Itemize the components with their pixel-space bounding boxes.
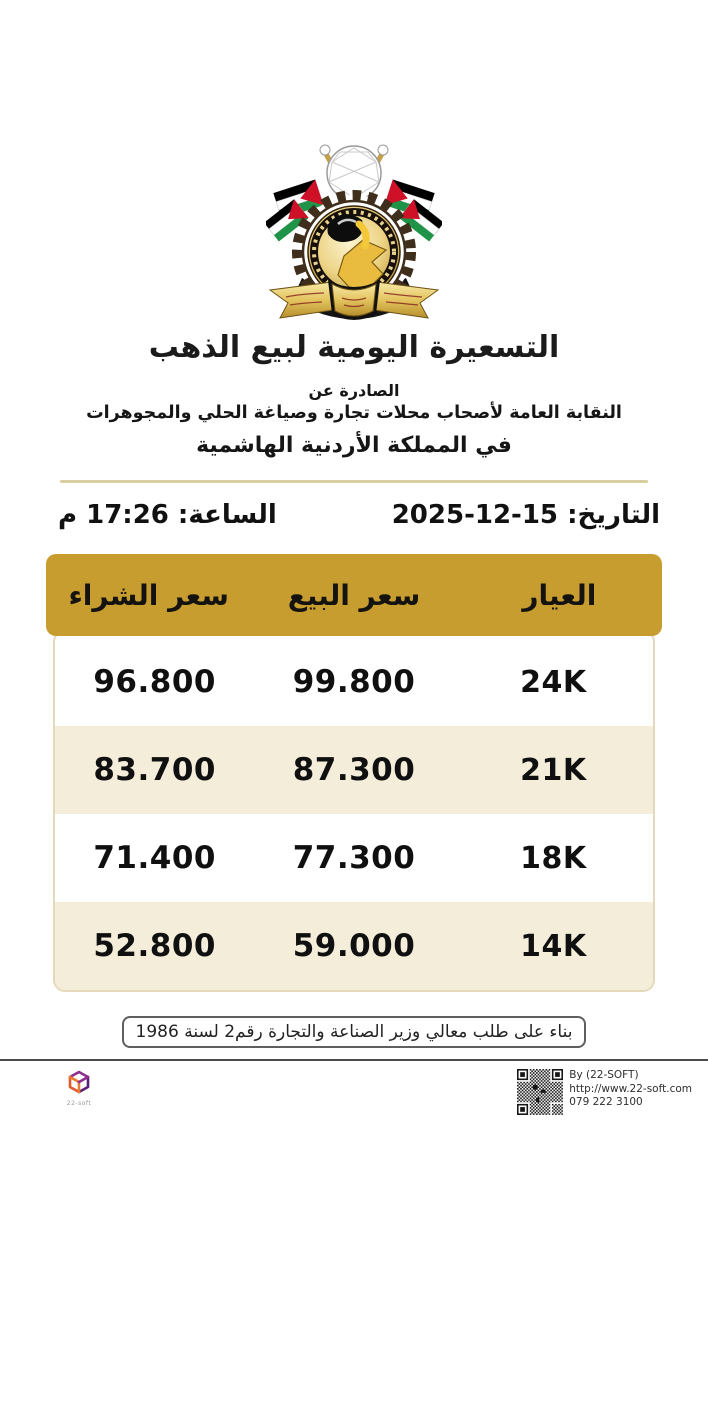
jordan-flags-left-icon — [266, 179, 324, 242]
time-value: الساعة: 17:26 م — [58, 500, 277, 530]
ribbon-banner-icon — [268, 280, 440, 320]
table-row: 24K 99.800 96.800 — [55, 638, 653, 726]
footer: 22-soft — [0, 1069, 708, 1115]
karat-cell: 14K — [520, 928, 587, 964]
datetime-row: التاريخ: 15-12-2025 الساعة: 17:26 م — [58, 500, 660, 530]
credit-by-line: By (22-SOFT) — [569, 1069, 639, 1081]
ministry-decree-note: بناء على طلب معالي وزير الصناعة والتجارة… — [121, 1016, 587, 1048]
sell-price-cell: 87.300 — [292, 752, 416, 788]
buy-price-cell: 83.700 — [93, 752, 216, 788]
footer-divider — [0, 1059, 708, 1061]
qr-code-icon — [517, 1069, 564, 1115]
buy-price-cell: 96.800 — [93, 664, 216, 700]
table-row: 14K 59.000 52.800 — [55, 902, 653, 990]
jewelers-syndicate-emblem — [266, 144, 442, 320]
gold-price-table: العيار سعر البيع سعر الشراء 24K 99.800 9… — [46, 554, 662, 992]
software-brand: 22-soft — [56, 1069, 102, 1107]
country-name: في المملكة الأردنية الهاشمية — [196, 433, 512, 458]
buy-price-cell: 52.800 — [93, 928, 216, 964]
sell-price-column-header: سعر البيع — [287, 578, 421, 612]
karat-column-header: العيار — [522, 578, 597, 612]
sell-price-cell: 77.300 — [292, 840, 416, 876]
cube-logo-icon — [68, 1070, 90, 1094]
software-credit: By (22-SOFT) http://www.22-soft.com 079 … — [517, 1069, 692, 1115]
page-title: التسعيرة اليومية لبيع الذهب — [148, 330, 560, 365]
buy-price-column-header: سعر الشراء — [68, 578, 229, 612]
buy-price-cell: 71.400 — [93, 840, 216, 876]
gold-divider — [60, 480, 648, 483]
karat-cell: 21K — [520, 752, 587, 788]
table-row: 21K 87.300 83.700 — [55, 726, 653, 814]
price-table-body: 24K 99.800 96.800 21K 87.300 83.700 18K … — [53, 630, 655, 992]
date-value: التاريخ: 15-12-2025 — [391, 500, 660, 530]
brand-caption: 22-soft — [66, 1100, 92, 1107]
gold-price-bulletin: التسعيرة اليومية لبيع الذهب الصادرة عن ا… — [0, 140, 708, 1420]
credit-url-line: http://www.22-soft.com — [569, 1082, 692, 1095]
diamond-gem-icon — [326, 145, 382, 201]
karat-cell: 24K — [520, 664, 587, 700]
sell-price-cell: 59.000 — [292, 928, 416, 964]
organization-name: النقابة العامة لأصحاب محلات تجارة وصياغة… — [86, 403, 622, 423]
issued-by-label: الصادرة عن — [308, 381, 400, 400]
price-table-header: العيار سعر البيع سعر الشراء — [46, 554, 662, 636]
crucible-icon — [327, 214, 370, 250]
jordan-map-icon — [337, 239, 388, 293]
karat-cell: 18K — [520, 840, 587, 876]
sell-price-cell: 99.800 — [292, 664, 416, 700]
table-row: 18K 77.300 71.400 — [55, 814, 653, 902]
credit-phone-line: 079 222 3100 — [569, 1096, 643, 1109]
